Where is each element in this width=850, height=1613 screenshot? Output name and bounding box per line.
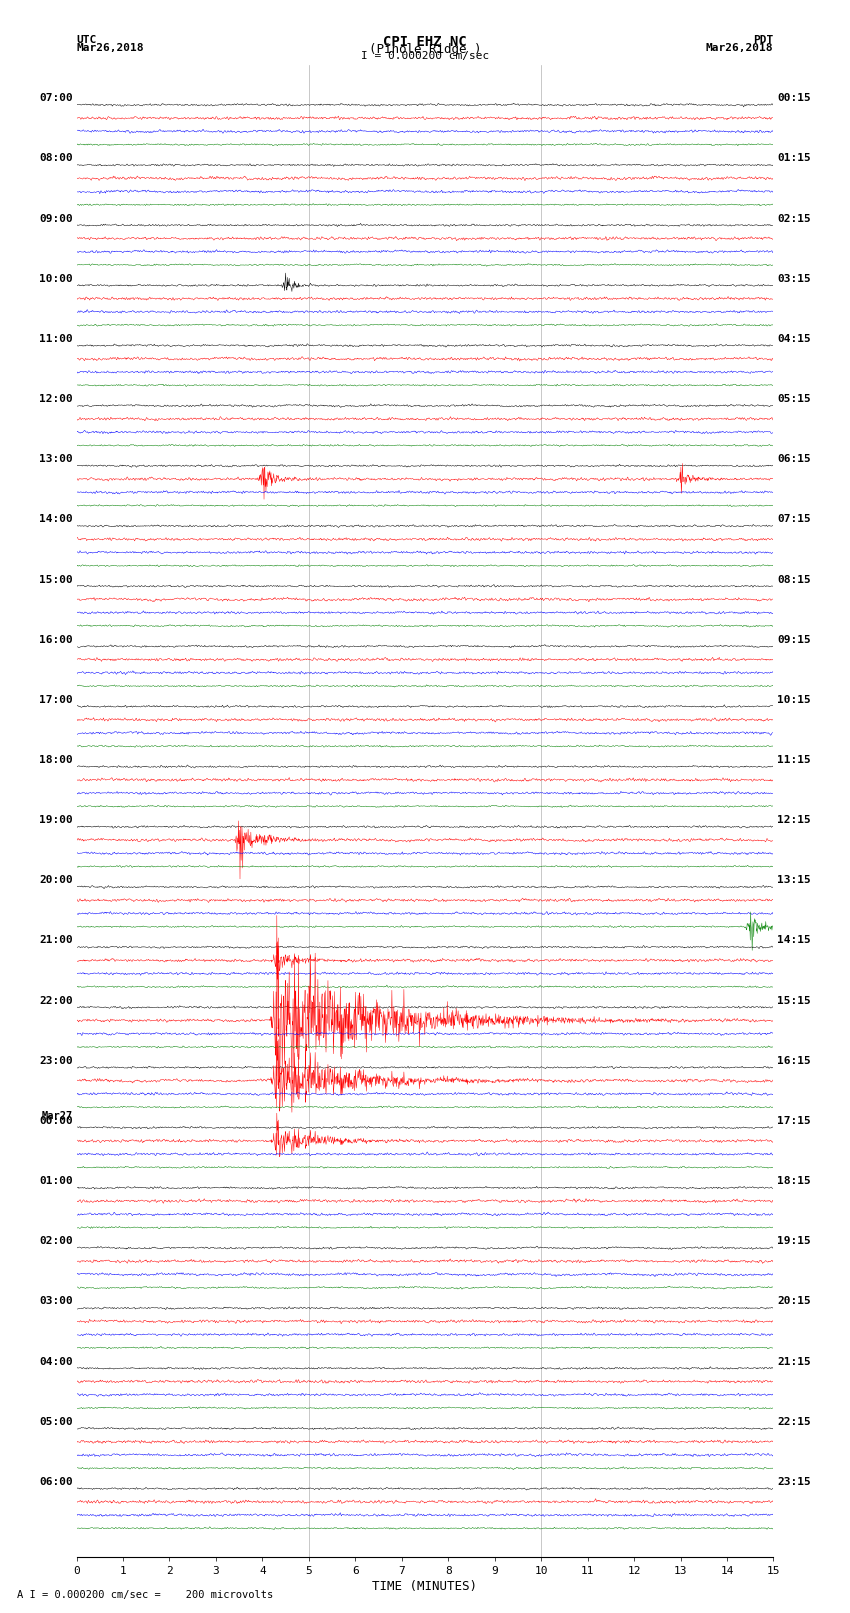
Text: Mar26,2018: Mar26,2018 (76, 44, 144, 53)
Text: 22:00: 22:00 (39, 995, 73, 1005)
Text: 00:15: 00:15 (777, 94, 811, 103)
Text: 21:15: 21:15 (777, 1357, 811, 1366)
Text: PDT: PDT (753, 35, 774, 45)
Text: 01:00: 01:00 (39, 1176, 73, 1186)
Text: Mar26,2018: Mar26,2018 (706, 44, 774, 53)
Text: 12:15: 12:15 (777, 815, 811, 826)
Text: 10:15: 10:15 (777, 695, 811, 705)
Text: 00:00: 00:00 (39, 1116, 73, 1126)
Text: 07:00: 07:00 (39, 94, 73, 103)
Text: Mar27: Mar27 (42, 1111, 73, 1121)
Text: 11:15: 11:15 (777, 755, 811, 765)
Text: 14:00: 14:00 (39, 515, 73, 524)
Text: 03:00: 03:00 (39, 1297, 73, 1307)
Text: 17:15: 17:15 (777, 1116, 811, 1126)
Text: 03:15: 03:15 (777, 274, 811, 284)
Text: 06:15: 06:15 (777, 455, 811, 465)
Text: 02:00: 02:00 (39, 1236, 73, 1247)
Text: 23:00: 23:00 (39, 1057, 73, 1066)
Text: 10:00: 10:00 (39, 274, 73, 284)
Text: 18:00: 18:00 (39, 755, 73, 765)
Text: 19:15: 19:15 (777, 1236, 811, 1247)
Text: UTC: UTC (76, 35, 97, 45)
Text: 01:15: 01:15 (777, 153, 811, 163)
Text: 04:15: 04:15 (777, 334, 811, 344)
Text: I = 0.000200 cm/sec: I = 0.000200 cm/sec (361, 50, 489, 61)
Text: 09:15: 09:15 (777, 634, 811, 645)
Text: 13:15: 13:15 (777, 876, 811, 886)
Text: 22:15: 22:15 (777, 1416, 811, 1428)
Text: 04:00: 04:00 (39, 1357, 73, 1366)
Text: 15:00: 15:00 (39, 574, 73, 584)
Text: 05:00: 05:00 (39, 1416, 73, 1428)
Text: 05:15: 05:15 (777, 394, 811, 403)
Text: 11:00: 11:00 (39, 334, 73, 344)
X-axis label: TIME (MINUTES): TIME (MINUTES) (372, 1579, 478, 1592)
Text: (Pinole Ridge ): (Pinole Ridge ) (369, 44, 481, 56)
Text: 20:00: 20:00 (39, 876, 73, 886)
Text: 08:00: 08:00 (39, 153, 73, 163)
Text: 06:00: 06:00 (39, 1478, 73, 1487)
Text: 14:15: 14:15 (777, 936, 811, 945)
Text: 23:15: 23:15 (777, 1478, 811, 1487)
Text: 09:00: 09:00 (39, 213, 73, 224)
Text: 21:00: 21:00 (39, 936, 73, 945)
Text: 18:15: 18:15 (777, 1176, 811, 1186)
Text: 08:15: 08:15 (777, 574, 811, 584)
Text: 12:00: 12:00 (39, 394, 73, 403)
Text: 07:15: 07:15 (777, 515, 811, 524)
Text: 20:15: 20:15 (777, 1297, 811, 1307)
Text: CPI EHZ NC: CPI EHZ NC (383, 35, 467, 48)
Text: 17:00: 17:00 (39, 695, 73, 705)
Text: 15:15: 15:15 (777, 995, 811, 1005)
Text: 16:00: 16:00 (39, 634, 73, 645)
Text: 19:00: 19:00 (39, 815, 73, 826)
Text: 02:15: 02:15 (777, 213, 811, 224)
Text: 13:00: 13:00 (39, 455, 73, 465)
Text: 16:15: 16:15 (777, 1057, 811, 1066)
Text: A I = 0.000200 cm/sec =    200 microvolts: A I = 0.000200 cm/sec = 200 microvolts (17, 1590, 273, 1600)
